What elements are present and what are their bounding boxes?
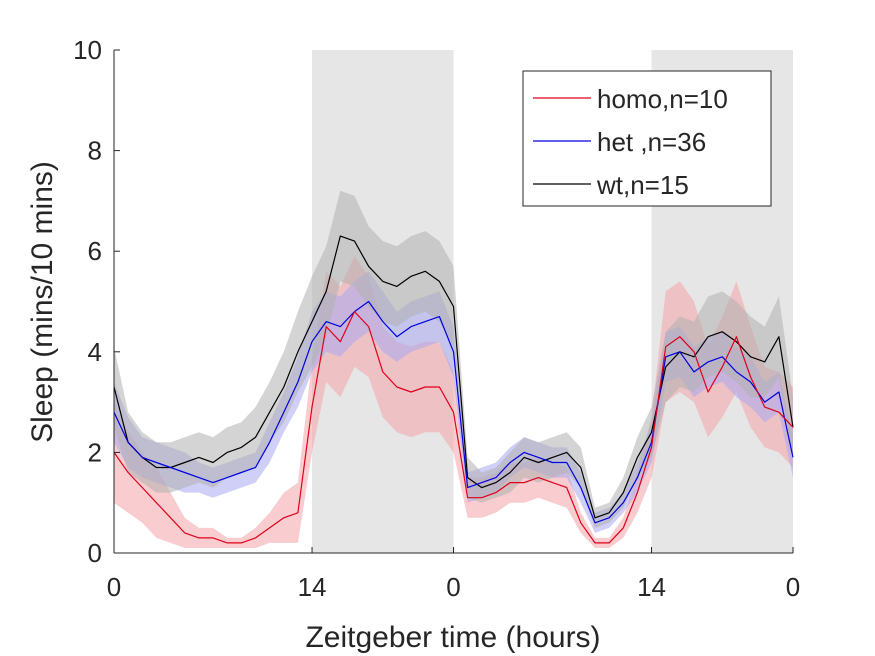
legend-label-2: wt,n=15 [596,170,689,200]
x-tick-label-2: 0 [446,572,460,602]
x-tick-label-1: 14 [298,572,327,602]
y-tick-label-3: 6 [88,236,102,266]
legend-label-0: homo,n=10 [597,84,728,114]
x-tick-label-4: 0 [786,572,800,602]
series-line-layer [113,235,794,544]
error-band-layer [114,190,793,548]
y-tick-label-0: 0 [88,538,102,568]
x-tick-label-3: 14 [637,572,666,602]
legend-label-1: het ,n=36 [597,127,706,157]
y-axis-label: Sleep (mins/10 mins) [26,161,59,443]
series-line-1 [113,300,794,524]
y-tick-label-4: 8 [88,136,102,166]
legend: homo,n=10 het ,n=36 wt,n=15 [522,70,772,207]
y-tick-label-2: 4 [88,337,102,367]
x-tick-label-0: 0 [107,572,121,602]
y-tick-label-5: 10 [73,35,102,65]
y-tick-label-1: 2 [88,437,102,467]
x-axis-label: Zeitgeber time (hours) [305,621,600,654]
series-line-0 [113,311,794,544]
error-band-series-0 [114,256,793,548]
